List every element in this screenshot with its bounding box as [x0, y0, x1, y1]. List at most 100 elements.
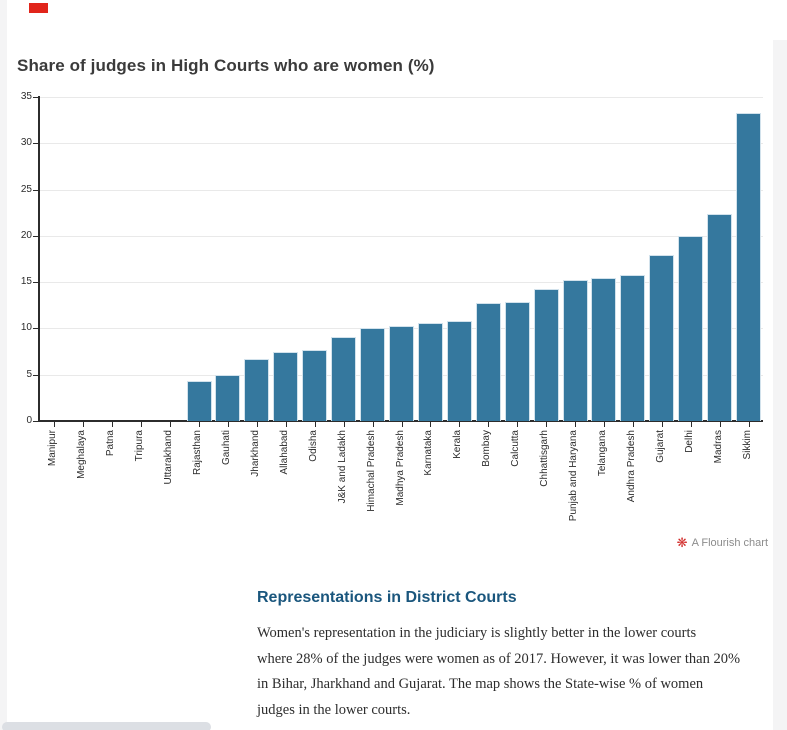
- x-axis-label: Uttarakhand: [163, 430, 175, 485]
- x-axis-label: Gauhati: [220, 430, 232, 466]
- x-axis-tick: [372, 422, 374, 427]
- bar-allahabad[interactable]: [273, 352, 299, 421]
- y-axis-tick: [33, 282, 38, 284]
- x-axis-tick: [430, 422, 432, 427]
- x-axis-label: Delhi: [683, 430, 695, 453]
- x-axis-tick: [54, 422, 56, 427]
- flourish-attribution[interactable]: ❋ A Flourish chart: [677, 536, 768, 549]
- bar-gujarat[interactable]: [649, 255, 675, 421]
- section-heading: Representations in District Courts: [257, 589, 517, 606]
- bar-odisha[interactable]: [302, 349, 328, 421]
- bar-calcutta[interactable]: [504, 301, 530, 421]
- x-axis-label: Telangana: [596, 430, 608, 477]
- x-axis-tick: [661, 422, 663, 427]
- x-axis-label: J&K and Ladakh: [336, 430, 348, 504]
- x-axis-label: Punjab and Haryana: [568, 430, 580, 522]
- bar-jharkhand[interactable]: [244, 358, 270, 421]
- gridline: [40, 143, 763, 145]
- x-axis-tick: [343, 422, 345, 427]
- flourish-flower-icon: ❋: [676, 535, 688, 550]
- x-axis-label: Himachal Pradesh: [365, 430, 377, 512]
- paragraph-line: in Bihar, Jharkhand and Gujarat. The map…: [257, 676, 704, 692]
- y-axis: [38, 96, 40, 422]
- gridline: [40, 189, 763, 191]
- y-axis-tick-label: 20: [20, 229, 32, 241]
- chart-title: Share of judges in High Courts who are w…: [17, 56, 435, 75]
- bar-madras[interactable]: [707, 213, 733, 421]
- y-axis-tick-label: 0: [26, 415, 32, 426]
- y-axis-tick-label: 35: [20, 91, 32, 102]
- x-axis-tick: [83, 422, 85, 427]
- paragraph-line: where 28% of the judges were women as of…: [257, 650, 741, 667]
- bar-rajasthan[interactable]: [186, 381, 212, 421]
- bar-karnataka[interactable]: [417, 322, 443, 421]
- bar-kerala[interactable]: [446, 321, 472, 421]
- y-axis-tick-label: 15: [20, 276, 32, 288]
- x-axis-tick: [546, 422, 548, 427]
- x-axis-label: Chhattisgarh: [539, 430, 551, 487]
- x-axis-label: Kerala: [452, 430, 464, 459]
- y-axis-tick: [33, 97, 38, 98]
- y-axis-tick: [33, 235, 38, 237]
- progress-indicator: [29, 3, 48, 13]
- horizontal-scrollbar-thumb[interactable]: [2, 722, 211, 730]
- x-axis-tick: [227, 422, 229, 427]
- y-axis-tick: [33, 328, 38, 330]
- x-axis: [38, 420, 763, 422]
- bar-himachal-pradesh[interactable]: [360, 328, 386, 421]
- x-axis-tick: [256, 422, 258, 427]
- x-axis-tick: [719, 422, 721, 427]
- x-axis-label: Odisha: [307, 430, 319, 462]
- x-axis-tick: [170, 422, 172, 427]
- bar-delhi[interactable]: [678, 235, 704, 421]
- x-axis-label: Madhya Pradesh: [394, 430, 406, 506]
- bar-sikkim[interactable]: [736, 112, 762, 421]
- y-axis-tick-label: 5: [26, 368, 32, 380]
- gridline: [40, 97, 763, 98]
- bar-gauhati[interactable]: [215, 374, 241, 421]
- bar-andhra-pradesh[interactable]: [620, 274, 646, 421]
- x-axis-label: Patna: [105, 430, 117, 457]
- x-axis-label: Gujarat: [654, 430, 666, 463]
- x-axis-tick: [488, 422, 490, 427]
- bar-telangana[interactable]: [591, 278, 617, 421]
- y-axis-tick: [33, 421, 38, 422]
- y-axis-tick-label: 30: [20, 137, 32, 149]
- page-gutter-left: [0, 0, 7, 730]
- gridline: [40, 235, 763, 237]
- x-axis-tick: [575, 422, 577, 427]
- y-axis-tick-label: 25: [20, 183, 32, 195]
- x-axis-label: Bombay: [481, 430, 493, 467]
- paragraph-line: Women's representation in the judiciary …: [257, 625, 697, 641]
- x-axis-label: Madras: [712, 430, 724, 464]
- bar-chhattisgarh[interactable]: [533, 288, 559, 421]
- x-axis-label: Manipur: [47, 430, 59, 467]
- section-paragraph: Women's representation in the judiciary …: [257, 621, 757, 723]
- y-axis-tick: [33, 189, 38, 191]
- y-axis-tick-label: 10: [20, 322, 32, 334]
- bar-madhya-pradesh[interactable]: [389, 325, 414, 421]
- x-axis-tick: [690, 422, 692, 427]
- bar-bombay[interactable]: [475, 303, 501, 421]
- x-axis-tick: [314, 422, 316, 427]
- x-axis-tick: [459, 422, 461, 427]
- x-axis-label: Meghalaya: [76, 430, 88, 479]
- article-section: Representations in District Courts Women…: [257, 589, 757, 723]
- y-axis-tick: [33, 374, 38, 376]
- x-axis-tick: [112, 422, 114, 427]
- x-axis-tick: [141, 422, 143, 427]
- y-axis-tick: [33, 143, 38, 145]
- x-axis-tick: [285, 422, 287, 427]
- x-axis-tick: [632, 422, 634, 427]
- x-axis-label: Karnataka: [423, 430, 435, 476]
- x-axis-label: Allahabad: [278, 430, 290, 475]
- x-axis-tick: [603, 422, 605, 427]
- bar-j-k-and-ladakh[interactable]: [331, 336, 357, 421]
- bar-punjab-and-haryana[interactable]: [562, 280, 588, 421]
- x-axis-tick: [748, 422, 750, 427]
- x-axis-tick: [199, 422, 201, 427]
- x-axis-tick: [517, 422, 519, 427]
- bar-chart: 0 5 10 15 20 25 30 35 Manipur Meghalaya Patna Tripu…: [20, 91, 763, 522]
- paragraph-line: judges in the lower courts.: [257, 701, 411, 718]
